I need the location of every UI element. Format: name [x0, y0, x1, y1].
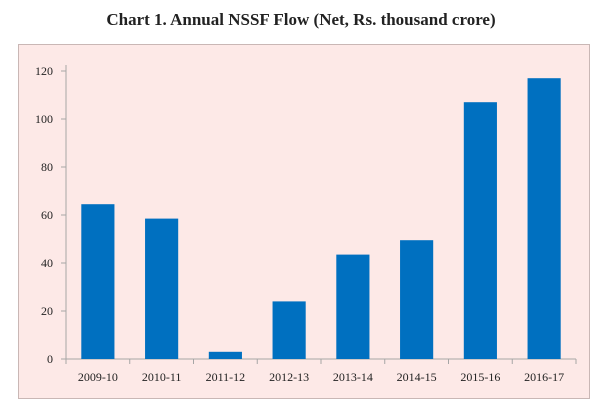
- y-tick-label: 20: [41, 304, 53, 318]
- x-tick-label: 2013-14: [333, 370, 373, 384]
- bar: [272, 301, 306, 359]
- x-tick-label: 2012-13: [269, 370, 309, 384]
- y-tick-label: 60: [41, 208, 53, 222]
- y-tick-label: 80: [41, 160, 53, 174]
- bar: [208, 351, 242, 359]
- x-tick-label: 2011-12: [206, 370, 246, 384]
- y-tick-label: 120: [35, 64, 53, 78]
- bar: [145, 218, 179, 359]
- bar-chart: 0 20 40 60 80 100 120 2009-10 2010-11 2011-12 2012…: [35, 64, 577, 384]
- bar: [527, 78, 561, 359]
- y-tick-label: 0: [47, 352, 53, 366]
- y-tick-label: 40: [41, 256, 53, 270]
- bar: [400, 240, 434, 359]
- bar: [81, 204, 115, 359]
- x-tick-label: 2014-15: [397, 370, 437, 384]
- chart-title: Chart 1. Annual NSSF Flow (Net, Rs. thou…: [106, 10, 496, 29]
- x-tick-label: 2010-11: [142, 370, 182, 384]
- chart-panel: 0 20 40 60 80 100 120 2009-10 2010-11 2011-12 2012…: [18, 44, 590, 399]
- bar: [463, 102, 497, 359]
- x-tick-label: 2009-10: [78, 370, 118, 384]
- x-tick-label: 2016-17: [524, 370, 564, 384]
- x-tick-label: 2015-16: [460, 370, 500, 384]
- y-tick-label: 100: [35, 112, 53, 126]
- bar: [336, 254, 370, 359]
